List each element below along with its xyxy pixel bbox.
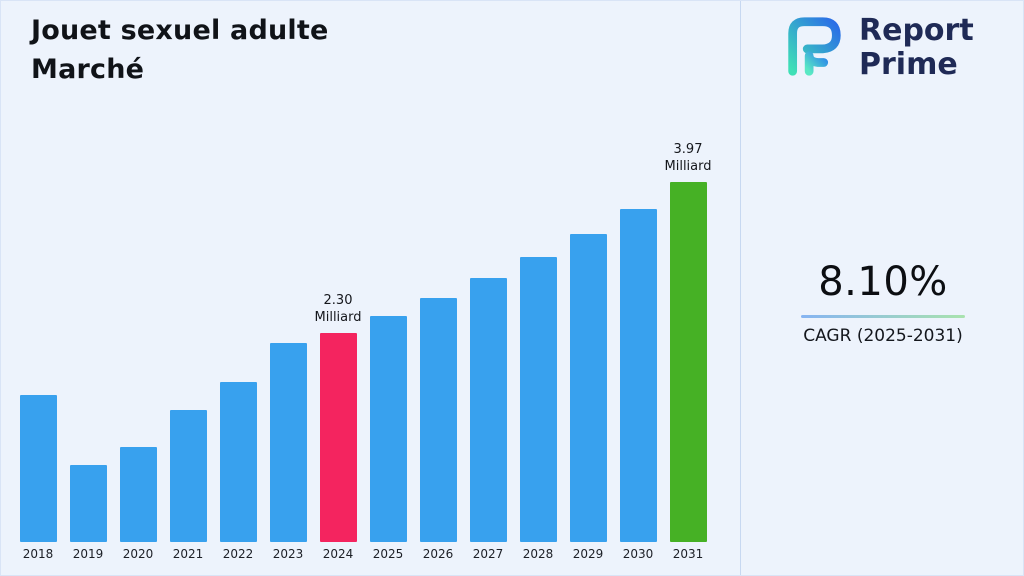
bar-column-2028: 2028	[513, 257, 563, 561]
bar-chart: 2018 2019 2020 2021 2022 2023 2.30 Milliard 2024…	[13, 142, 713, 561]
page-title-line2: Marché	[31, 54, 145, 86]
bar-column-2026: 2026	[413, 298, 463, 561]
bar-column-2020: 2020	[113, 447, 163, 561]
brand-name-line2: Prime	[859, 47, 958, 82]
bar-2027	[469, 278, 507, 542]
bar-2030	[619, 209, 657, 542]
x-tick-2027: 2027	[472, 547, 504, 561]
x-tick-2023: 2023	[272, 547, 304, 561]
bar-column-2023: 2023	[263, 343, 313, 561]
x-tick-2028: 2028	[522, 547, 554, 561]
bar-2019	[69, 465, 107, 542]
bar-2031: 3.97 Milliard	[665, 142, 712, 542]
cagr-label: CAGR (2025-2031)	[803, 326, 963, 346]
cagr-value: 8.10%	[818, 259, 948, 305]
bar-column-2018: 2018	[13, 395, 63, 561]
bar-column-2030: 2030	[613, 209, 663, 561]
bar-2022	[219, 382, 257, 542]
page-title-line1: Jouet sexuel adulte	[31, 15, 329, 46]
bar-2020	[119, 447, 157, 542]
x-tick-2021: 2021	[172, 547, 204, 561]
x-tick-2024: 2024	[322, 547, 354, 561]
bar-column-2025: 2025	[363, 316, 413, 561]
page-title: Jouet sexuel adulte Marché	[31, 11, 328, 89]
bar-2029	[569, 234, 607, 542]
bar-column-2021: 2021	[163, 410, 213, 561]
bar-column-2024: 2.30 Milliard 2024	[313, 293, 363, 561]
x-tick-2025: 2025	[372, 547, 404, 561]
x-tick-2026: 2026	[422, 547, 454, 561]
bar-column-2022: 2022	[213, 382, 263, 561]
brand-name: Report Prime	[859, 14, 974, 81]
bar-column-2019: 2019	[63, 465, 113, 561]
bar-2026	[419, 298, 457, 542]
report-prime-logo-icon	[779, 13, 849, 83]
bar-2028	[519, 257, 557, 542]
bar-2021	[169, 410, 207, 542]
vertical-divider	[740, 1, 741, 575]
brand-name-line1: Report	[859, 13, 974, 49]
bar-2024: 2.30 Milliard	[315, 293, 362, 542]
value-label-2031: 3.97 Milliard	[664, 142, 712, 175]
x-tick-2029: 2029	[572, 547, 604, 561]
x-tick-2031: 2031	[672, 547, 704, 561]
x-tick-2030: 2030	[622, 547, 654, 561]
x-tick-2019: 2019	[72, 547, 104, 561]
bar-2018	[19, 395, 57, 542]
value-label-2024: 2.30 Milliard	[314, 293, 362, 326]
bar-2025	[369, 316, 407, 542]
x-tick-2022: 2022	[222, 547, 254, 561]
cagr-underline	[801, 315, 965, 318]
bar-column-2031: 3.97 Milliard 2031	[663, 142, 713, 561]
x-tick-2020: 2020	[122, 547, 154, 561]
brand-logo: Report Prime	[779, 13, 974, 83]
x-tick-2018: 2018	[22, 547, 54, 561]
cagr-panel: 8.10% CAGR (2025-2031)	[741, 259, 1023, 346]
bar-2023	[269, 343, 307, 542]
bar-column-2029: 2029	[563, 234, 613, 561]
bar-column-2027: 2027	[463, 278, 513, 561]
